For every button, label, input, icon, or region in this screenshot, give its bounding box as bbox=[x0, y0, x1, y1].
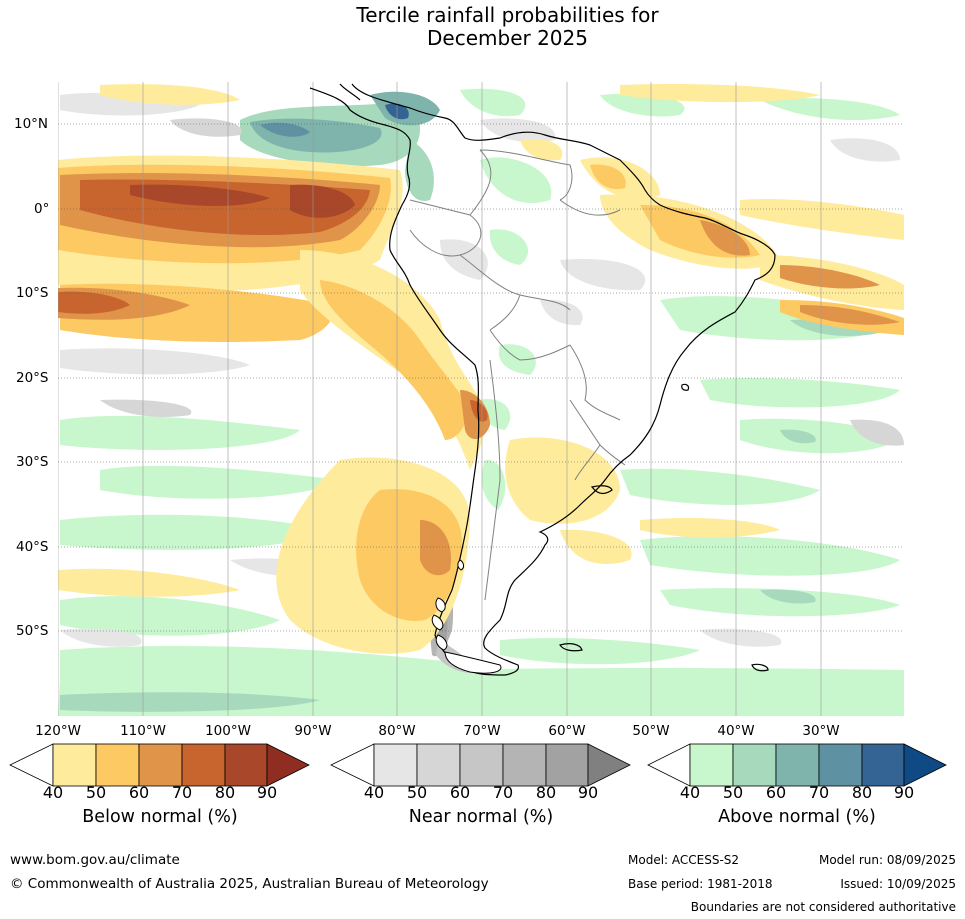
near-tick-40: 40 bbox=[363, 783, 385, 802]
issued-date: Issued: 10/09/2025 bbox=[840, 877, 956, 891]
title-line-2: December 2025 bbox=[427, 26, 588, 50]
colorbar-below-normal bbox=[9, 743, 310, 787]
near-tick-90: 90 bbox=[577, 783, 599, 802]
below-bin-70-80 bbox=[181, 743, 226, 787]
above-tick-90: 90 bbox=[893, 783, 915, 802]
near-lower-arrow bbox=[330, 743, 375, 787]
near-bin-70-80 bbox=[502, 743, 547, 787]
above-tick-60: 60 bbox=[765, 783, 787, 802]
base-period: Base period: 1981-2018 bbox=[628, 877, 773, 891]
above-bin-60-70 bbox=[775, 743, 820, 787]
title-line-1: Tercile rainfall probabilities for bbox=[356, 3, 659, 27]
lon-label-120w: 120°W bbox=[35, 723, 81, 739]
near-upper-arrow bbox=[587, 743, 631, 787]
below-bin-60-70 bbox=[138, 743, 183, 787]
near-tick-70: 70 bbox=[492, 783, 514, 802]
above-lower-arrow bbox=[647, 743, 691, 787]
below-bin-50-60 bbox=[95, 743, 140, 787]
bom-url[interactable]: www.bom.gov.au/climate bbox=[10, 852, 180, 868]
below-upper-arrow bbox=[266, 743, 310, 787]
patagonia-coast bbox=[431, 559, 502, 674]
lat-label-10n: 10°N bbox=[14, 116, 49, 132]
below-normal-label: Below normal (%) bbox=[82, 807, 238, 827]
lon-label-80w: 80°W bbox=[378, 723, 416, 739]
coastline bbox=[309, 83, 776, 676]
below-tick-90: 90 bbox=[256, 783, 278, 802]
above-tick-50: 50 bbox=[722, 783, 744, 802]
lon-label-50w: 50°W bbox=[632, 723, 670, 739]
model-run-date: Model run: 08/09/2025 bbox=[818, 853, 956, 867]
below-tick-80: 80 bbox=[214, 783, 236, 802]
lon-label-90w: 90°W bbox=[294, 723, 332, 739]
meridians bbox=[58, 82, 822, 716]
above-tick-70: 70 bbox=[808, 783, 830, 802]
lon-label-110w: 110°W bbox=[120, 723, 166, 739]
near-bin-60-70 bbox=[459, 743, 504, 787]
below-tick-70: 70 bbox=[171, 783, 193, 802]
below-tick-60: 60 bbox=[128, 783, 150, 802]
lon-label-100w: 100°W bbox=[205, 723, 251, 739]
near-bin-80-90 bbox=[545, 743, 589, 787]
above-upper-arrow bbox=[903, 743, 947, 787]
lat-label-30s: 30°S bbox=[16, 454, 49, 470]
lat-label-20s: 20°S bbox=[16, 370, 49, 386]
colorbar-above-normal bbox=[647, 743, 947, 787]
country-borders bbox=[409, 149, 626, 601]
graticule bbox=[58, 123, 904, 632]
below-tick-40: 40 bbox=[42, 783, 64, 802]
near-bin-50-60 bbox=[416, 743, 461, 787]
lat-label-50s: 50°S bbox=[16, 623, 49, 639]
near-bin-40-50 bbox=[373, 743, 418, 787]
above-bin-70-80 bbox=[818, 743, 863, 787]
near-tick-60: 60 bbox=[449, 783, 471, 802]
map-field bbox=[58, 82, 904, 716]
below-lower-arrow bbox=[9, 743, 54, 787]
above-tick-40: 40 bbox=[679, 783, 701, 802]
chart-title: Tercile rainfall probabilities for Decem… bbox=[0, 4, 965, 50]
below-bin-80-90 bbox=[224, 743, 268, 787]
boundaries-disclaimer: Boundaries are not considered authoritat… bbox=[690, 900, 956, 914]
above-tick-80: 80 bbox=[851, 783, 873, 802]
below-tick-50: 50 bbox=[85, 783, 107, 802]
lon-label-40w: 40°W bbox=[717, 723, 755, 739]
below-bin-40-50 bbox=[52, 743, 97, 787]
colorbar-near-normal bbox=[330, 743, 631, 787]
above-bin-40-50 bbox=[689, 743, 734, 787]
above-bin-50-60 bbox=[732, 743, 777, 787]
lon-label-60w: 60°W bbox=[548, 723, 586, 739]
lat-label-eq: 0° bbox=[34, 201, 50, 217]
lat-label-40s: 40°S bbox=[16, 539, 49, 555]
near-tick-80: 80 bbox=[535, 783, 557, 802]
above-normal-label: Above normal (%) bbox=[718, 807, 876, 827]
lon-label-70w: 70°W bbox=[463, 723, 501, 739]
below-normal-regions bbox=[58, 84, 904, 654]
lon-label-30w: 30°W bbox=[802, 723, 840, 739]
copyright-notice: © Commonwealth of Australia 2025, Austra… bbox=[10, 876, 489, 892]
above-bin-80-90 bbox=[861, 743, 905, 787]
near-normal-label: Near normal (%) bbox=[408, 807, 554, 827]
model-name: Model: ACCESS-S2 bbox=[628, 853, 740, 867]
lat-label-10s: 10°S bbox=[16, 285, 49, 301]
near-tick-50: 50 bbox=[406, 783, 428, 802]
